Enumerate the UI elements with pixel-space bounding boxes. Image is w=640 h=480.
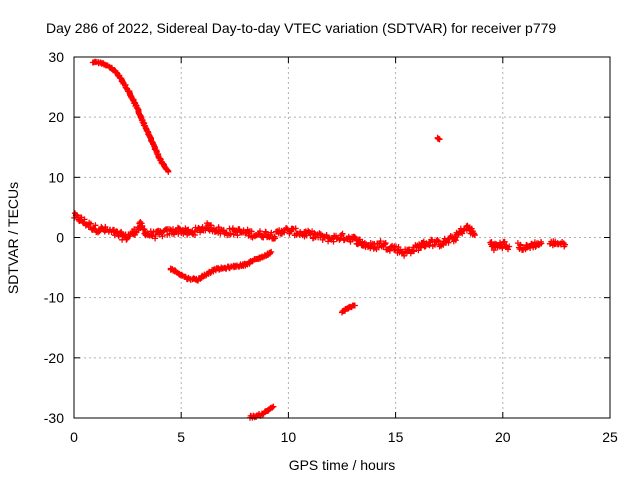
x-tick-label: 0 — [70, 429, 78, 445]
x-tick-label: 15 — [388, 429, 404, 445]
series-main-band — [71, 210, 478, 259]
x-tick-label: 20 — [495, 429, 511, 445]
data-point-markers — [434, 134, 443, 143]
x-tick-label: 10 — [281, 429, 297, 445]
y-tick-label: 30 — [48, 49, 64, 65]
y-tick-label: -30 — [44, 410, 64, 426]
series-small-cluster — [339, 302, 358, 316]
series-outlier — [434, 134, 443, 143]
grid-lines — [74, 57, 610, 418]
data-point-markers — [514, 238, 545, 253]
y-axis-label: SDTVAR / TECUs — [5, 182, 21, 294]
data-points — [71, 58, 568, 421]
chart-title: Day 286 of 2022, Sidereal Day-to-day VTE… — [46, 20, 556, 36]
y-tick-label: 0 — [56, 230, 64, 246]
series-main-band-late-segment-2 — [514, 238, 545, 253]
x-tick-label: 25 — [602, 429, 618, 445]
y-tick-label: 10 — [48, 169, 64, 185]
data-point-markers — [339, 302, 358, 316]
data-point-markers — [71, 210, 478, 259]
series-main-band-late-segment-1 — [487, 238, 513, 254]
series-upper-descending-arc — [89, 58, 172, 175]
x-axis-label: GPS time / hours — [289, 457, 396, 473]
series-main-band-late-segment-3 — [546, 238, 568, 250]
x-tick-label: 5 — [177, 429, 185, 445]
series-lower-rising-arc — [167, 248, 275, 284]
data-point-markers — [487, 238, 513, 254]
data-point-markers — [167, 248, 275, 284]
y-tick-label: 20 — [48, 109, 64, 125]
data-point-markers — [546, 238, 568, 250]
data-point-markers — [89, 58, 172, 175]
y-tick-label: -20 — [44, 350, 64, 366]
y-tick-label: -10 — [44, 290, 64, 306]
axis-ticks: 0 5 10 15 20 25 -30 -20 -10 0 10 20 30 — [44, 49, 618, 445]
